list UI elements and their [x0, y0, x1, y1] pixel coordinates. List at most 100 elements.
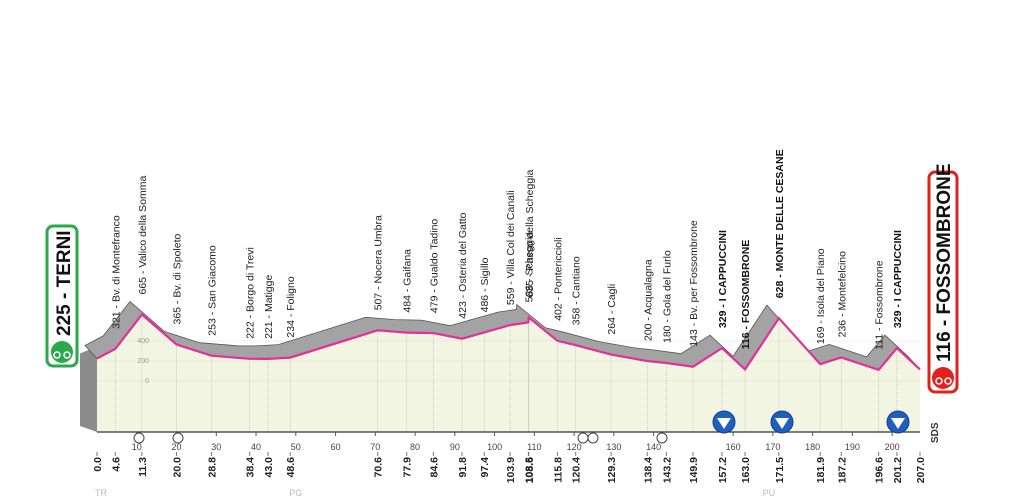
sprint-icon [656, 432, 668, 444]
km-label: 138.4 [642, 457, 654, 483]
start-label: 225 - TERNI [54, 230, 75, 336]
km-label: 171.5 [774, 457, 786, 483]
km-label: 91.8 [457, 457, 469, 478]
x-tick-label: 100 [487, 442, 502, 452]
start-icon-wheel [63, 351, 71, 359]
waypoint-label: 236 - Montefelcino [836, 251, 848, 338]
sprint-icon [577, 432, 589, 444]
waypoint-label: 665 - Valico della Somma [137, 175, 149, 294]
waypoint-label: 264 - Cagli [606, 284, 618, 335]
region-label: TR [95, 488, 107, 498]
waypoint-label: 180 - Gola del Furlo [661, 250, 673, 343]
start-icon [51, 341, 73, 363]
km-label: 143.2 [661, 457, 673, 483]
km-label: 207.0 [915, 457, 927, 483]
sds-label: SDS [930, 422, 941, 443]
x-tick-label: 80 [410, 442, 420, 452]
km-label: 0.0 [92, 457, 104, 472]
y-tick-label: 400 [137, 338, 149, 345]
km-label: 11.3 [137, 457, 149, 477]
km-label: 120.4 [571, 457, 583, 483]
waypoint-label: 507 - Nocera Umbra [373, 215, 385, 310]
waypoint-label: 628 - MONTE DELLE CESANE [774, 149, 786, 298]
profile-wall [80, 346, 97, 432]
x-tick-label: 110 [527, 442, 541, 452]
x-tick-label: 50 [291, 442, 301, 452]
x-tick-label: 10 [132, 442, 142, 452]
km-label: 157.2 [717, 457, 729, 483]
km-label: 28.8 [207, 457, 219, 478]
km-label: 103.9 [505, 457, 517, 483]
x-tick-label: 140 [646, 442, 661, 452]
waypoint-label: 329 - I CAPPUCCINI [717, 230, 729, 328]
x-tick-label: 90 [450, 442, 460, 452]
waypoint-label: 365 - Bv. di Spoleto [172, 233, 184, 324]
x-tick-label: 130 [606, 442, 621, 452]
km-label: 48.6 [285, 457, 297, 478]
profile-ground [97, 314, 920, 432]
km-label: 181.9 [815, 457, 827, 483]
km-label: 20.0 [172, 457, 184, 478]
waypoint-label: 402 - Pontericcioli [552, 237, 564, 320]
km-label: 163.0 [740, 457, 752, 483]
waypoint-label: 586 - Scheggia [523, 232, 535, 303]
finish-icon-wheel [944, 377, 952, 385]
waypoint-label: 559 - Villa Col dei Canali [505, 190, 517, 305]
sprint-icons [133, 432, 668, 444]
waypoint-label: 423 - Osteria del Gatto [457, 212, 469, 318]
sprint-icon [587, 432, 599, 444]
y-tick-label: 200 [137, 358, 149, 365]
waypoint-label: 116 - FOSSOMBRONE [740, 240, 752, 350]
km-label: 70.6 [373, 457, 385, 478]
waypoint-label: 143 - Bv. per Fossombrone [688, 220, 700, 347]
waypoint-label: 635 - Passo della Scheggia [524, 170, 536, 298]
y-tick-label: 0 [145, 378, 149, 385]
km-label: 97.4 [479, 457, 491, 478]
gpm-icons [712, 410, 910, 434]
waypoint-label: 329 - I CAPPUCCINI [892, 230, 904, 328]
x-tick-label: 70 [370, 442, 380, 452]
gpm-icon-triangle [891, 418, 905, 429]
region-label: PU [763, 488, 776, 498]
x-tick-label: 190 [845, 442, 860, 452]
waypoint-label: 253 - San Giacomo [207, 245, 219, 336]
km-label: 201.2 [892, 457, 904, 483]
km-label: 187.2 [836, 457, 848, 483]
waypoint-label: 358 - Cantiano [571, 256, 583, 325]
region-label: PG [289, 488, 302, 498]
finish-badge: 116 - FOSSOMBRONE [927, 164, 959, 394]
waypoint-label: 484 - Gaifana [402, 249, 414, 313]
x-tick-label: 120 [567, 442, 582, 452]
x-tick-label: 180 [805, 442, 820, 452]
km-label: 108.6 [524, 457, 536, 483]
x-tick-label: 160 [726, 442, 741, 452]
start-badge: 225 - TERNI [45, 224, 79, 368]
plot: 0 200 400 321 - Bv. di Montefranco 665 - Val… [80, 149, 927, 498]
waypoint-label: 169 - Isola del Piano [815, 248, 827, 344]
finish-frame [927, 170, 959, 394]
km-label: 196.6 [874, 457, 886, 483]
waypoint-label: 486 - Sigillo [479, 257, 491, 312]
x-tick-label: 40 [251, 442, 261, 452]
km-label: 77.9 [402, 457, 414, 478]
km-label: 129.3 [606, 457, 618, 483]
waypoint-label: 200 - Acqualagna [642, 259, 654, 341]
km-label: 84.6 [428, 457, 440, 478]
start-icon-wheel [53, 351, 61, 359]
km-label: 115.8 [552, 457, 564, 483]
waypoint-label: 221 - Matigge [263, 275, 275, 339]
x-tick-label: 20 [172, 442, 182, 452]
km-label: 43.0 [263, 457, 275, 478]
waypoint-label: 111 - Fossombrone [874, 260, 886, 350]
finish-icon [932, 367, 954, 389]
sprint-icon [172, 432, 184, 444]
km-label: 108.5 [523, 457, 535, 483]
profile-line [96, 312, 921, 372]
x-tick-label: 30 [211, 442, 221, 452]
km-label: 149.9 [688, 457, 700, 483]
finish-icon-wheel [935, 377, 943, 385]
waypoint-label: 234 - Foligno [285, 276, 297, 337]
gpm-icon-triangle [775, 418, 789, 429]
km-label: 4.6 [110, 457, 122, 472]
